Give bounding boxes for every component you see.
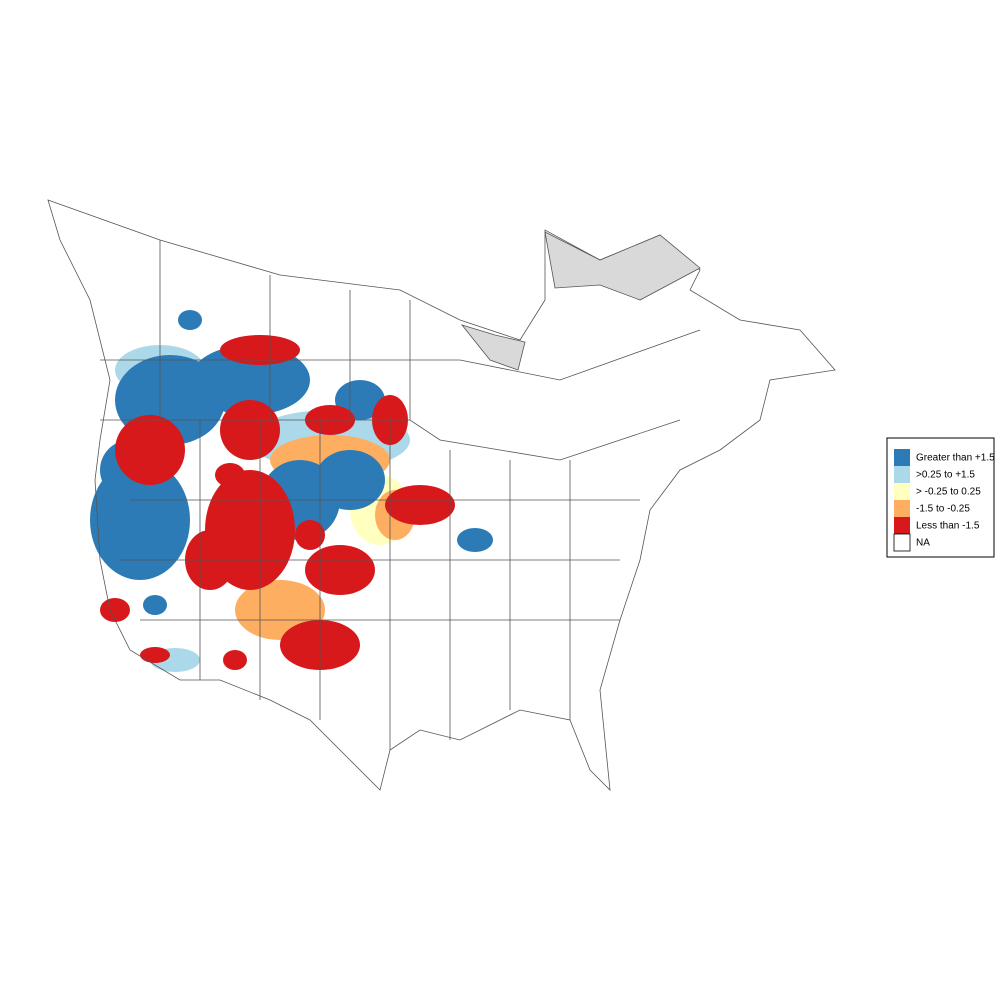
data-cell bbox=[215, 463, 245, 487]
data-cell bbox=[115, 415, 185, 485]
legend-label: Greater than +1.5 bbox=[916, 453, 995, 464]
data-cell bbox=[315, 450, 385, 510]
legend-label: > -0.25 to 0.25 bbox=[916, 487, 981, 498]
data-cell bbox=[220, 400, 280, 460]
data-cell bbox=[220, 335, 300, 365]
data-cell bbox=[178, 310, 202, 330]
legend-items: Greater than +1.5 >0.25 to +1.5 > -0.25 to… bbox=[893, 449, 995, 552]
legend-label: Less than -1.5 bbox=[916, 521, 980, 532]
data-cell bbox=[457, 528, 493, 552]
data-cell bbox=[385, 485, 455, 525]
na-region bbox=[460, 324, 526, 371]
legend-label: >0.25 to +1.5 bbox=[916, 470, 975, 481]
legend-label: NA bbox=[916, 538, 930, 549]
border-lines bbox=[100, 240, 701, 750]
data-cell bbox=[295, 520, 325, 550]
legend-swatch bbox=[893, 533, 911, 552]
continent-outline bbox=[47, 199, 836, 792]
data-cell bbox=[305, 545, 375, 595]
na-region bbox=[544, 231, 701, 301]
legend-swatch bbox=[894, 449, 910, 466]
legend-swatch bbox=[894, 483, 910, 500]
legend-label: -1.5 to -0.25 bbox=[916, 504, 970, 515]
data-cell bbox=[143, 595, 167, 615]
legend-swatch bbox=[894, 500, 910, 517]
legend-swatch bbox=[894, 517, 910, 534]
legend-swatch bbox=[894, 466, 910, 483]
data-cell bbox=[140, 647, 170, 663]
legend: Greater than +1.5 >0.25 to +1.5 > -0.25 to… bbox=[886, 437, 995, 558]
data-cell bbox=[223, 650, 247, 670]
data-cell bbox=[100, 598, 130, 622]
